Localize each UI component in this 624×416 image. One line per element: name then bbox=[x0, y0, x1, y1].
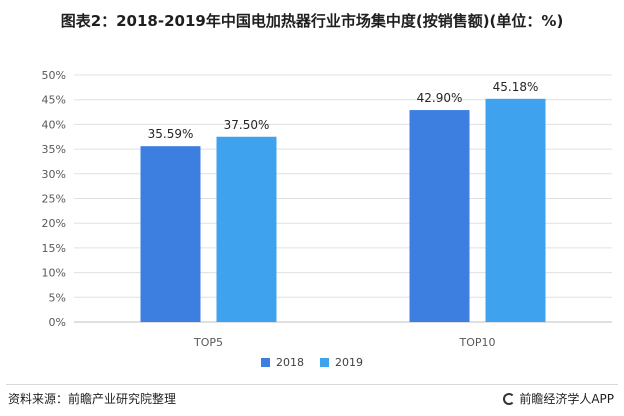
y-tick-label: 30% bbox=[42, 168, 66, 181]
bar-2018-top5 bbox=[140, 146, 201, 322]
legend-swatch-2019 bbox=[320, 358, 329, 367]
bar-2019-top5 bbox=[216, 136, 277, 322]
legend-item-2018: 2018 bbox=[261, 356, 304, 369]
footer-divider bbox=[6, 384, 618, 385]
legend-item-2019: 2019 bbox=[320, 356, 363, 369]
data-label: 45.18% bbox=[493, 80, 539, 94]
brand-label: 前瞻经济学人APP bbox=[519, 392, 614, 406]
y-tick-label: 15% bbox=[42, 242, 66, 255]
y-tick-label: 35% bbox=[42, 143, 66, 156]
y-tick-label: 40% bbox=[42, 118, 66, 131]
y-tick-label: 5% bbox=[49, 291, 66, 304]
y-tick-label: 50% bbox=[42, 69, 66, 82]
legend-label-2018: 2018 bbox=[276, 356, 304, 369]
data-label: 35.59% bbox=[148, 127, 194, 141]
data-label: 37.50% bbox=[224, 118, 270, 132]
y-tick-label: 0% bbox=[49, 316, 66, 329]
legend: 2018 2019 bbox=[0, 356, 624, 369]
legend-swatch-2018 bbox=[261, 358, 270, 367]
y-tick-label: 10% bbox=[42, 267, 66, 280]
y-tick-label: 25% bbox=[42, 193, 66, 206]
chart-title: 图表2：2018-2019年中国电加热器行业市场集中度(按销售额)(单位：%) bbox=[60, 12, 564, 30]
bar-2018-top10 bbox=[409, 110, 470, 322]
x-tick-label: TOP10 bbox=[458, 336, 495, 349]
bar-2019-top10 bbox=[485, 98, 546, 323]
brand-mark: 前瞻经济学人APP bbox=[503, 390, 614, 407]
data-label: 42.90% bbox=[417, 91, 463, 105]
legend-label-2019: 2019 bbox=[335, 356, 363, 369]
x-tick-label: TOP5 bbox=[193, 336, 223, 349]
brand-logo-icon bbox=[503, 392, 516, 405]
y-tick-label: 45% bbox=[42, 94, 66, 107]
source-note: 资料来源：前瞻产业研究院整理 bbox=[8, 392, 177, 406]
y-tick-label: 20% bbox=[42, 217, 66, 230]
